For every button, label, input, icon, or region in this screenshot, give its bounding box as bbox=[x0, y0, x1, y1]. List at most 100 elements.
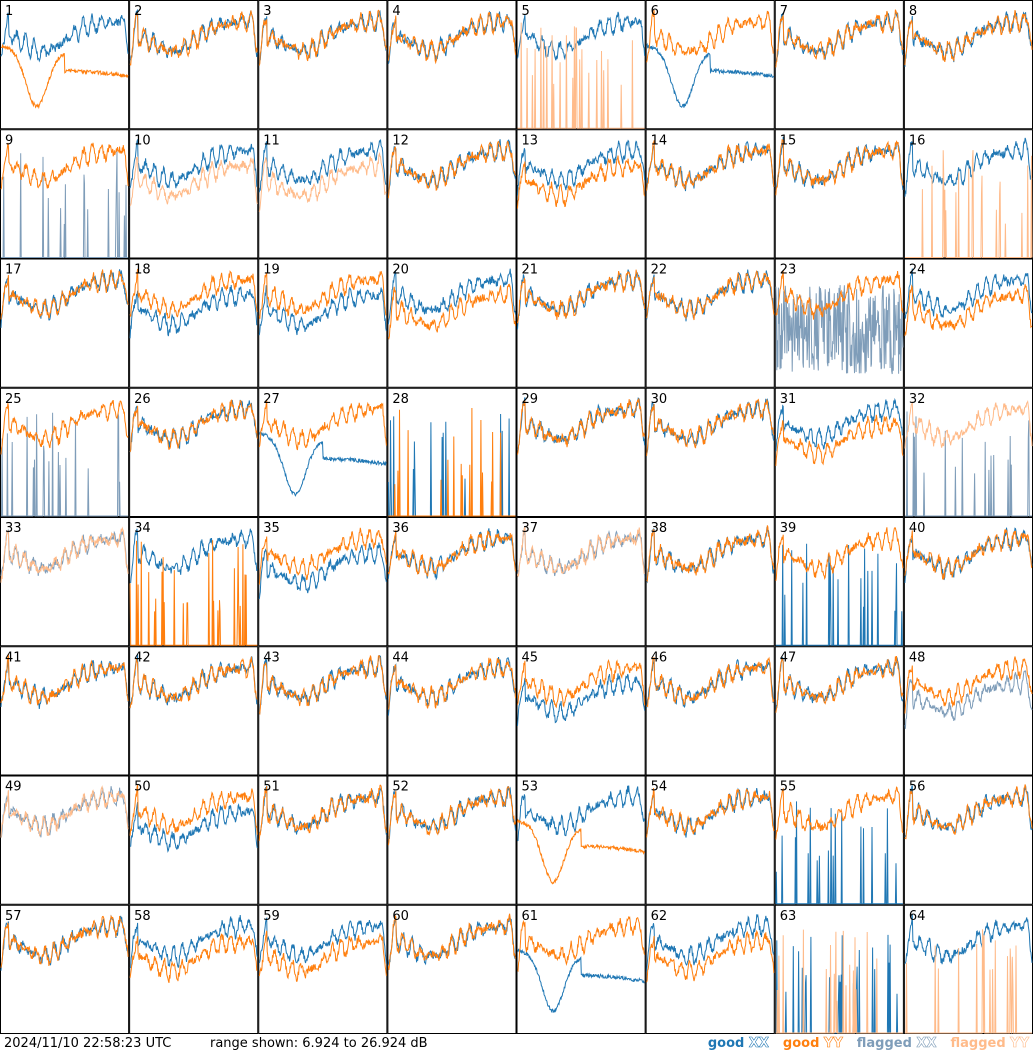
series-line-yy bbox=[129, 540, 258, 646]
panel-label: 16 bbox=[909, 133, 926, 148]
panel-border bbox=[0, 0, 130, 130]
panel-30: 30 bbox=[645, 387, 775, 517]
panel-38: 38 bbox=[645, 517, 775, 647]
panel-label: 8 bbox=[909, 4, 917, 19]
legend-item-good-yy: good YY bbox=[783, 1034, 843, 1053]
series-line-yy bbox=[258, 527, 387, 585]
panel-border bbox=[645, 387, 775, 517]
series-line-xx bbox=[646, 526, 775, 584]
panel-58: 58 bbox=[129, 904, 259, 1034]
series-line-xx bbox=[775, 397, 904, 452]
panel-border bbox=[0, 646, 130, 776]
series-line-yy bbox=[129, 156, 258, 207]
series-line-yy bbox=[258, 784, 387, 841]
panel-7: 7 bbox=[774, 0, 904, 130]
panel-34: 34 bbox=[129, 517, 259, 647]
panel-25: 25 bbox=[0, 387, 130, 517]
panel-label: 33 bbox=[5, 521, 22, 536]
panel-label: 34 bbox=[134, 521, 151, 536]
panel-border bbox=[129, 904, 259, 1034]
series-line-xx bbox=[258, 139, 387, 193]
series-line-xx bbox=[775, 656, 904, 713]
series-line-xx bbox=[129, 9, 258, 61]
series-line-xx bbox=[0, 12, 129, 63]
series-line-xx bbox=[258, 431, 387, 497]
panel-label: 7 bbox=[780, 4, 788, 19]
panel-2: 2 bbox=[129, 0, 259, 130]
series-line-xx bbox=[129, 914, 258, 969]
panel-label: 63 bbox=[780, 909, 797, 924]
panel-label: 15 bbox=[780, 133, 797, 148]
panel-62: 62 bbox=[645, 904, 775, 1034]
series-line-xx bbox=[387, 268, 516, 325]
series-line-yy bbox=[129, 268, 258, 320]
panel-border bbox=[903, 258, 1033, 388]
panel-51: 51 bbox=[258, 775, 388, 905]
panel-border bbox=[387, 775, 517, 905]
series-line-yy bbox=[646, 398, 775, 456]
panel-label: 58 bbox=[134, 909, 151, 924]
panel-45: 45 bbox=[516, 646, 646, 776]
panel-border bbox=[387, 904, 517, 1034]
panel-17: 17 bbox=[0, 258, 130, 388]
panel-5: 5 bbox=[516, 0, 646, 130]
panel-53: 53 bbox=[516, 775, 646, 905]
series-line-yy bbox=[129, 10, 258, 66]
panel-54: 54 bbox=[645, 775, 775, 905]
legend-code: YY bbox=[1010, 1036, 1029, 1052]
panel-border bbox=[129, 387, 259, 517]
panel-border bbox=[129, 646, 259, 776]
panel-border bbox=[0, 387, 130, 517]
panel-border bbox=[387, 646, 517, 776]
series-line-yy bbox=[387, 140, 516, 199]
series-line-xx bbox=[646, 42, 775, 108]
series-line-yy bbox=[904, 656, 1033, 714]
panel-8: 8 bbox=[903, 0, 1033, 130]
series-line-yy bbox=[904, 10, 1033, 66]
series-line-yy bbox=[0, 142, 129, 190]
series-line-yy bbox=[388, 407, 516, 517]
timestamp: 2024/11/10 22:58:23 UTC bbox=[4, 1036, 172, 1051]
panel-border bbox=[129, 258, 259, 388]
series-line-xx bbox=[904, 268, 1033, 319]
panel-border bbox=[129, 129, 259, 259]
series-line-xx bbox=[129, 284, 258, 339]
series-line-xx bbox=[904, 137, 1033, 197]
series-line-yy bbox=[775, 655, 904, 713]
series-line-yy bbox=[258, 9, 387, 66]
series-line-xx bbox=[646, 658, 775, 709]
series-line-yy bbox=[646, 270, 775, 321]
panel-border bbox=[516, 129, 646, 259]
panel-43: 43 bbox=[258, 646, 388, 776]
legend-label: flagged bbox=[950, 1036, 1006, 1051]
panel-label: 37 bbox=[522, 521, 539, 536]
series-line-yy bbox=[0, 785, 129, 838]
panel-64: 64 bbox=[903, 904, 1033, 1034]
panel-36: 36 bbox=[387, 517, 517, 647]
panel-61: 61 bbox=[516, 904, 646, 1034]
panel-label: 26 bbox=[134, 392, 151, 407]
series-line-yy bbox=[904, 929, 1032, 1034]
panel-border bbox=[0, 129, 130, 259]
panel-label: 42 bbox=[134, 650, 151, 665]
panel-49: 49 bbox=[0, 775, 130, 905]
series-line-yy bbox=[904, 150, 1033, 258]
legend-label: flagged bbox=[856, 1036, 912, 1051]
panel-label: 3 bbox=[263, 4, 271, 19]
panel-label: 47 bbox=[780, 650, 797, 665]
panel-label: 50 bbox=[134, 780, 151, 795]
panel-label: 53 bbox=[522, 780, 539, 795]
series-line-xx bbox=[904, 669, 1033, 729]
panel-label: 35 bbox=[263, 521, 280, 536]
panel-border bbox=[645, 0, 775, 130]
series-line-yy bbox=[258, 399, 387, 451]
series-line-xx bbox=[517, 11, 646, 61]
panel-label: 39 bbox=[780, 521, 797, 536]
panel-32: 32 bbox=[903, 387, 1033, 517]
series-line-yy bbox=[517, 398, 646, 455]
panel-label: 6 bbox=[651, 4, 659, 19]
series-line-yy bbox=[387, 786, 516, 846]
legend-item-flagged-yy: flagged YY bbox=[950, 1034, 1029, 1053]
panel-56: 56 bbox=[903, 775, 1033, 905]
series-line-yy bbox=[517, 269, 646, 324]
